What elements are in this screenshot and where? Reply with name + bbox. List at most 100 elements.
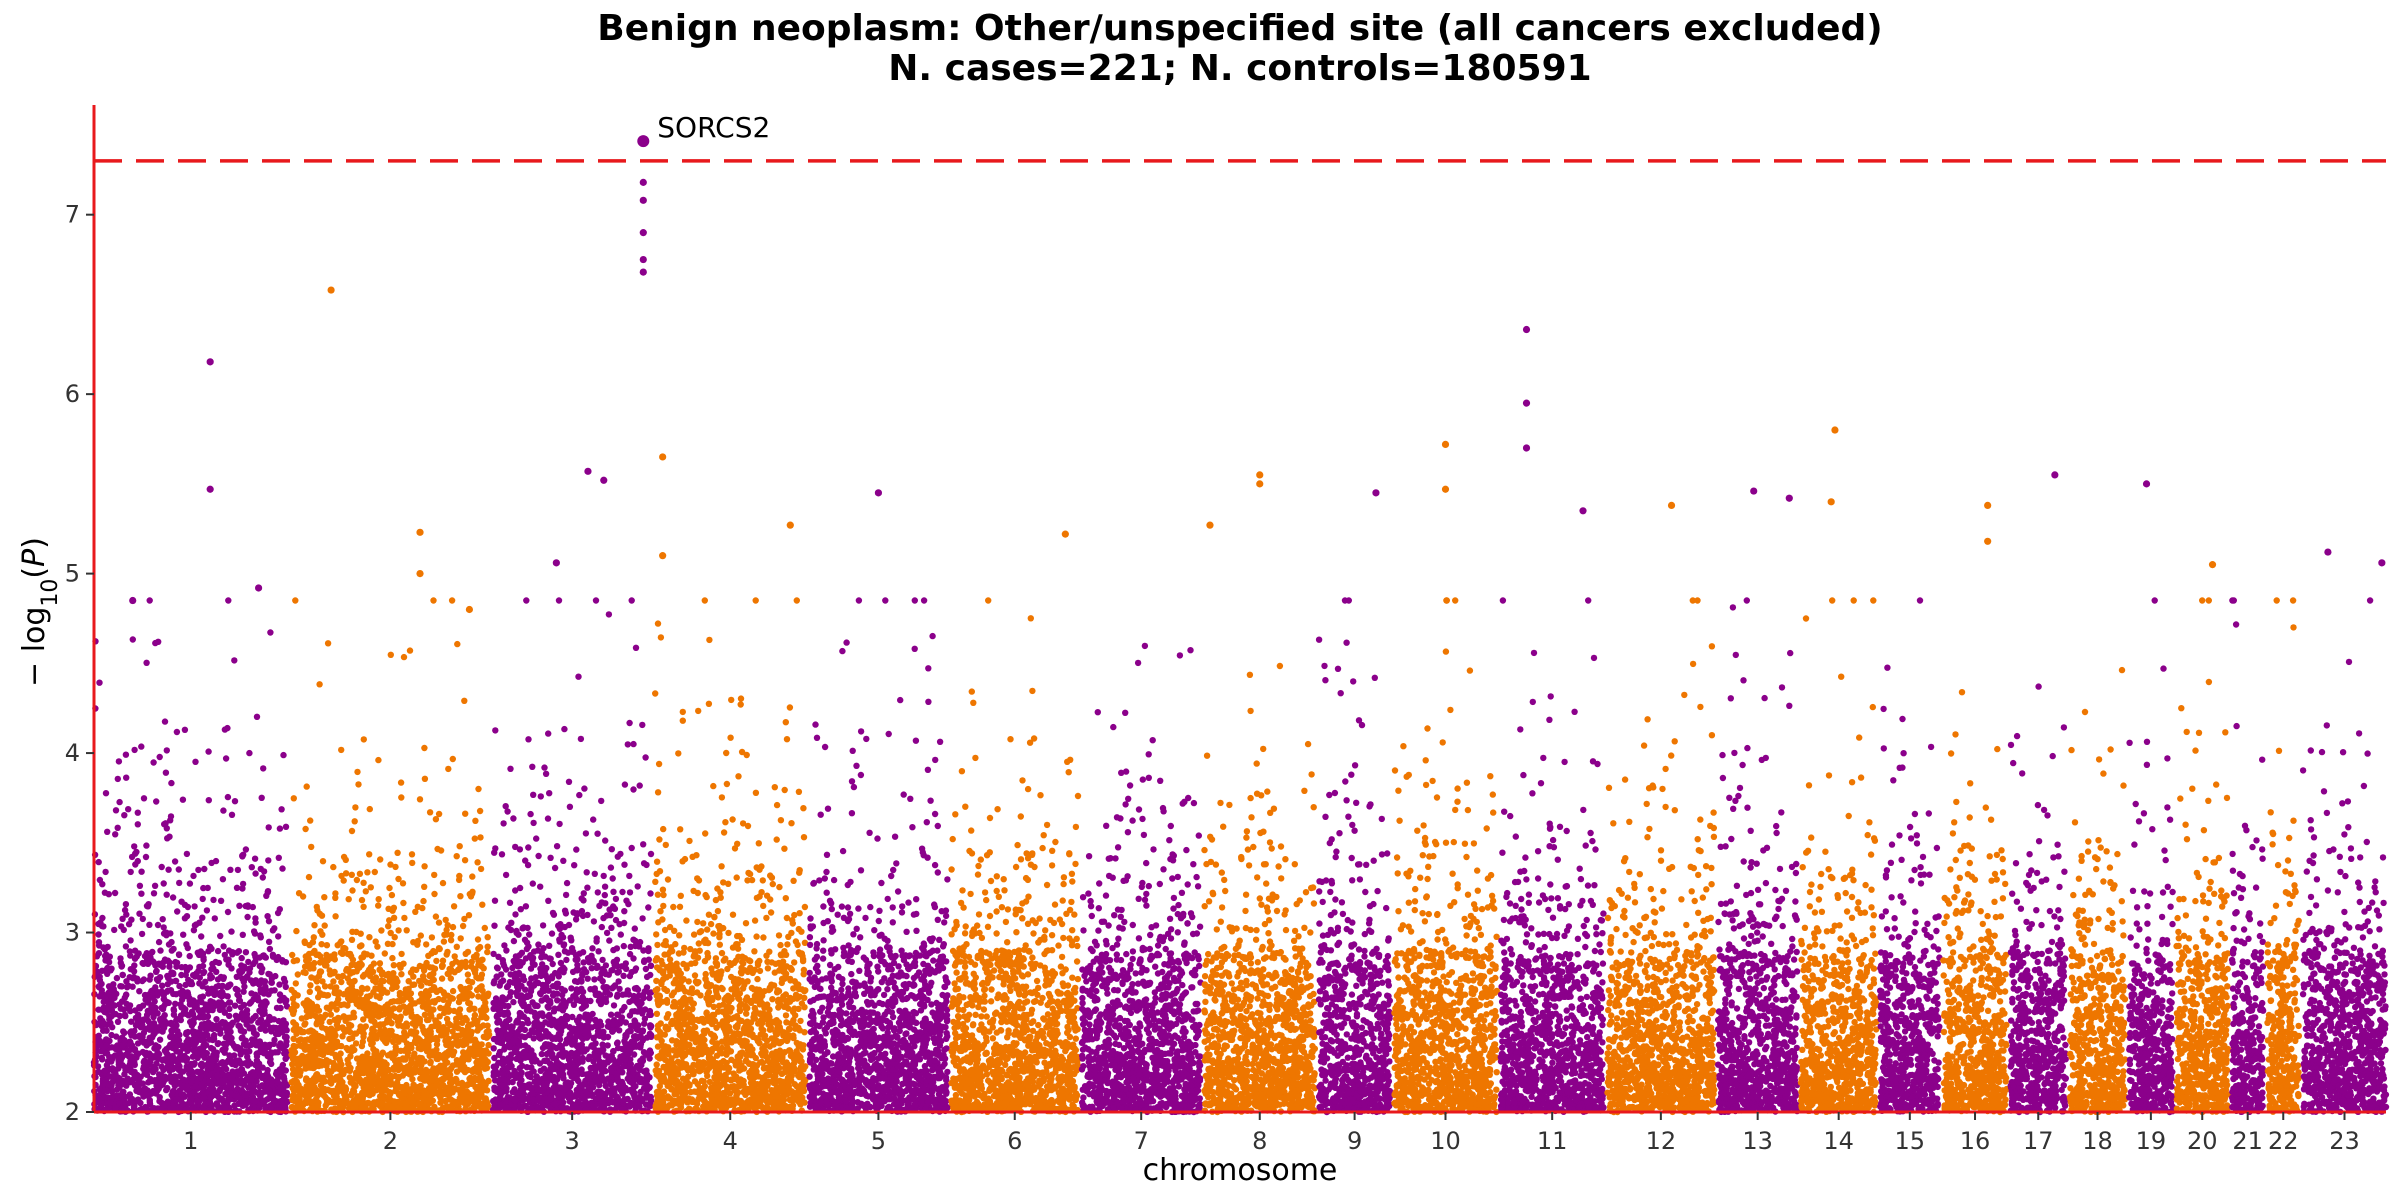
snp-point	[151, 890, 157, 896]
snp-point	[185, 945, 191, 951]
snp-point	[387, 1013, 393, 1019]
snp-point	[102, 1068, 108, 1074]
snp-point	[457, 893, 463, 899]
snp-point	[122, 1012, 128, 1018]
snp-point	[430, 597, 436, 603]
snp-point	[523, 597, 529, 603]
snp-point	[430, 948, 436, 954]
snp-point	[401, 654, 407, 660]
snp-point	[537, 884, 543, 890]
snp-point	[185, 977, 191, 983]
snp-point	[238, 1099, 244, 1105]
snp-point	[484, 949, 490, 955]
snp-point	[465, 978, 471, 984]
snp-point	[621, 943, 627, 949]
snp-point	[136, 988, 142, 994]
snp-point	[421, 1077, 427, 1083]
snp-point	[394, 850, 400, 856]
snp-point	[645, 904, 651, 910]
snp-point	[249, 864, 255, 870]
snp-point	[358, 931, 364, 937]
snp-point	[111, 989, 117, 995]
snp-point	[169, 947, 175, 953]
snp-point	[510, 1089, 516, 1095]
snp-point	[417, 1016, 423, 1022]
snp-point	[290, 1050, 296, 1056]
snp-point	[196, 920, 202, 926]
snp-point	[279, 1023, 285, 1029]
snp-point	[255, 1019, 261, 1025]
snp-point	[150, 1014, 156, 1020]
snp-point	[341, 1001, 347, 1007]
snp-point	[334, 1022, 340, 1028]
snp-point	[95, 921, 101, 927]
snp-point	[372, 1061, 378, 1067]
snp-point	[293, 1096, 299, 1102]
snp-point	[123, 752, 129, 758]
snp-point	[575, 674, 581, 680]
snp-point	[95, 931, 101, 937]
snp-point	[262, 983, 268, 989]
snp-point	[407, 1089, 413, 1095]
snp-point	[416, 1055, 422, 1061]
snp-point	[295, 1037, 301, 1043]
snp-point	[349, 996, 355, 1002]
snp-point	[147, 1076, 153, 1082]
snp-point	[331, 990, 337, 996]
snp-point	[641, 1068, 647, 1074]
snp-point	[154, 1024, 160, 1030]
snp-point	[254, 1053, 260, 1059]
snp-point	[376, 1009, 382, 1015]
snp-point	[469, 873, 475, 879]
snp-point	[367, 806, 373, 812]
snp-point	[616, 921, 622, 927]
snp-point	[361, 736, 367, 742]
snp-point	[364, 1050, 370, 1056]
snp-point	[461, 1064, 467, 1070]
snp-point	[241, 983, 247, 989]
snp-point	[468, 1081, 474, 1087]
snp-point	[333, 1006, 339, 1012]
snp-point	[265, 1042, 271, 1048]
snp-point	[180, 797, 186, 803]
snp-point	[139, 931, 145, 937]
snp-point	[525, 1071, 531, 1077]
snp-point	[147, 597, 153, 603]
snp-point	[466, 984, 472, 990]
snp-point	[531, 1035, 537, 1041]
snp-point	[530, 792, 536, 798]
snp-point	[347, 1065, 353, 1071]
snp-point	[397, 990, 403, 996]
snp-point	[201, 969, 207, 975]
snp-point	[254, 714, 260, 720]
snp-point	[417, 796, 423, 802]
snp-point	[123, 978, 129, 984]
snp-point	[590, 816, 596, 822]
snp-point	[168, 939, 174, 945]
snp-point	[200, 1014, 206, 1020]
snp-point	[364, 985, 370, 991]
snp-point	[148, 1039, 154, 1045]
snp-point	[189, 1068, 195, 1074]
snp-point	[604, 930, 610, 936]
snp-point	[163, 770, 169, 776]
snp-point	[611, 1002, 617, 1008]
snp-point	[408, 1013, 414, 1019]
snp-point	[508, 1051, 514, 1057]
snp-point	[150, 1064, 156, 1070]
snp-point	[337, 940, 343, 946]
snp-point	[448, 966, 454, 972]
snp-point	[441, 989, 447, 995]
snp-point	[641, 860, 647, 866]
snp-point	[477, 1073, 483, 1079]
snp-point	[412, 909, 418, 915]
snp-point	[648, 851, 654, 857]
snp-point	[503, 872, 509, 878]
data-points	[91, 597, 2389, 1115]
snp-point	[579, 895, 585, 901]
snp-point	[254, 979, 260, 985]
snp-point	[510, 815, 516, 821]
snp-point	[195, 867, 201, 873]
snp-point	[343, 870, 349, 876]
snp-point	[412, 1023, 418, 1029]
